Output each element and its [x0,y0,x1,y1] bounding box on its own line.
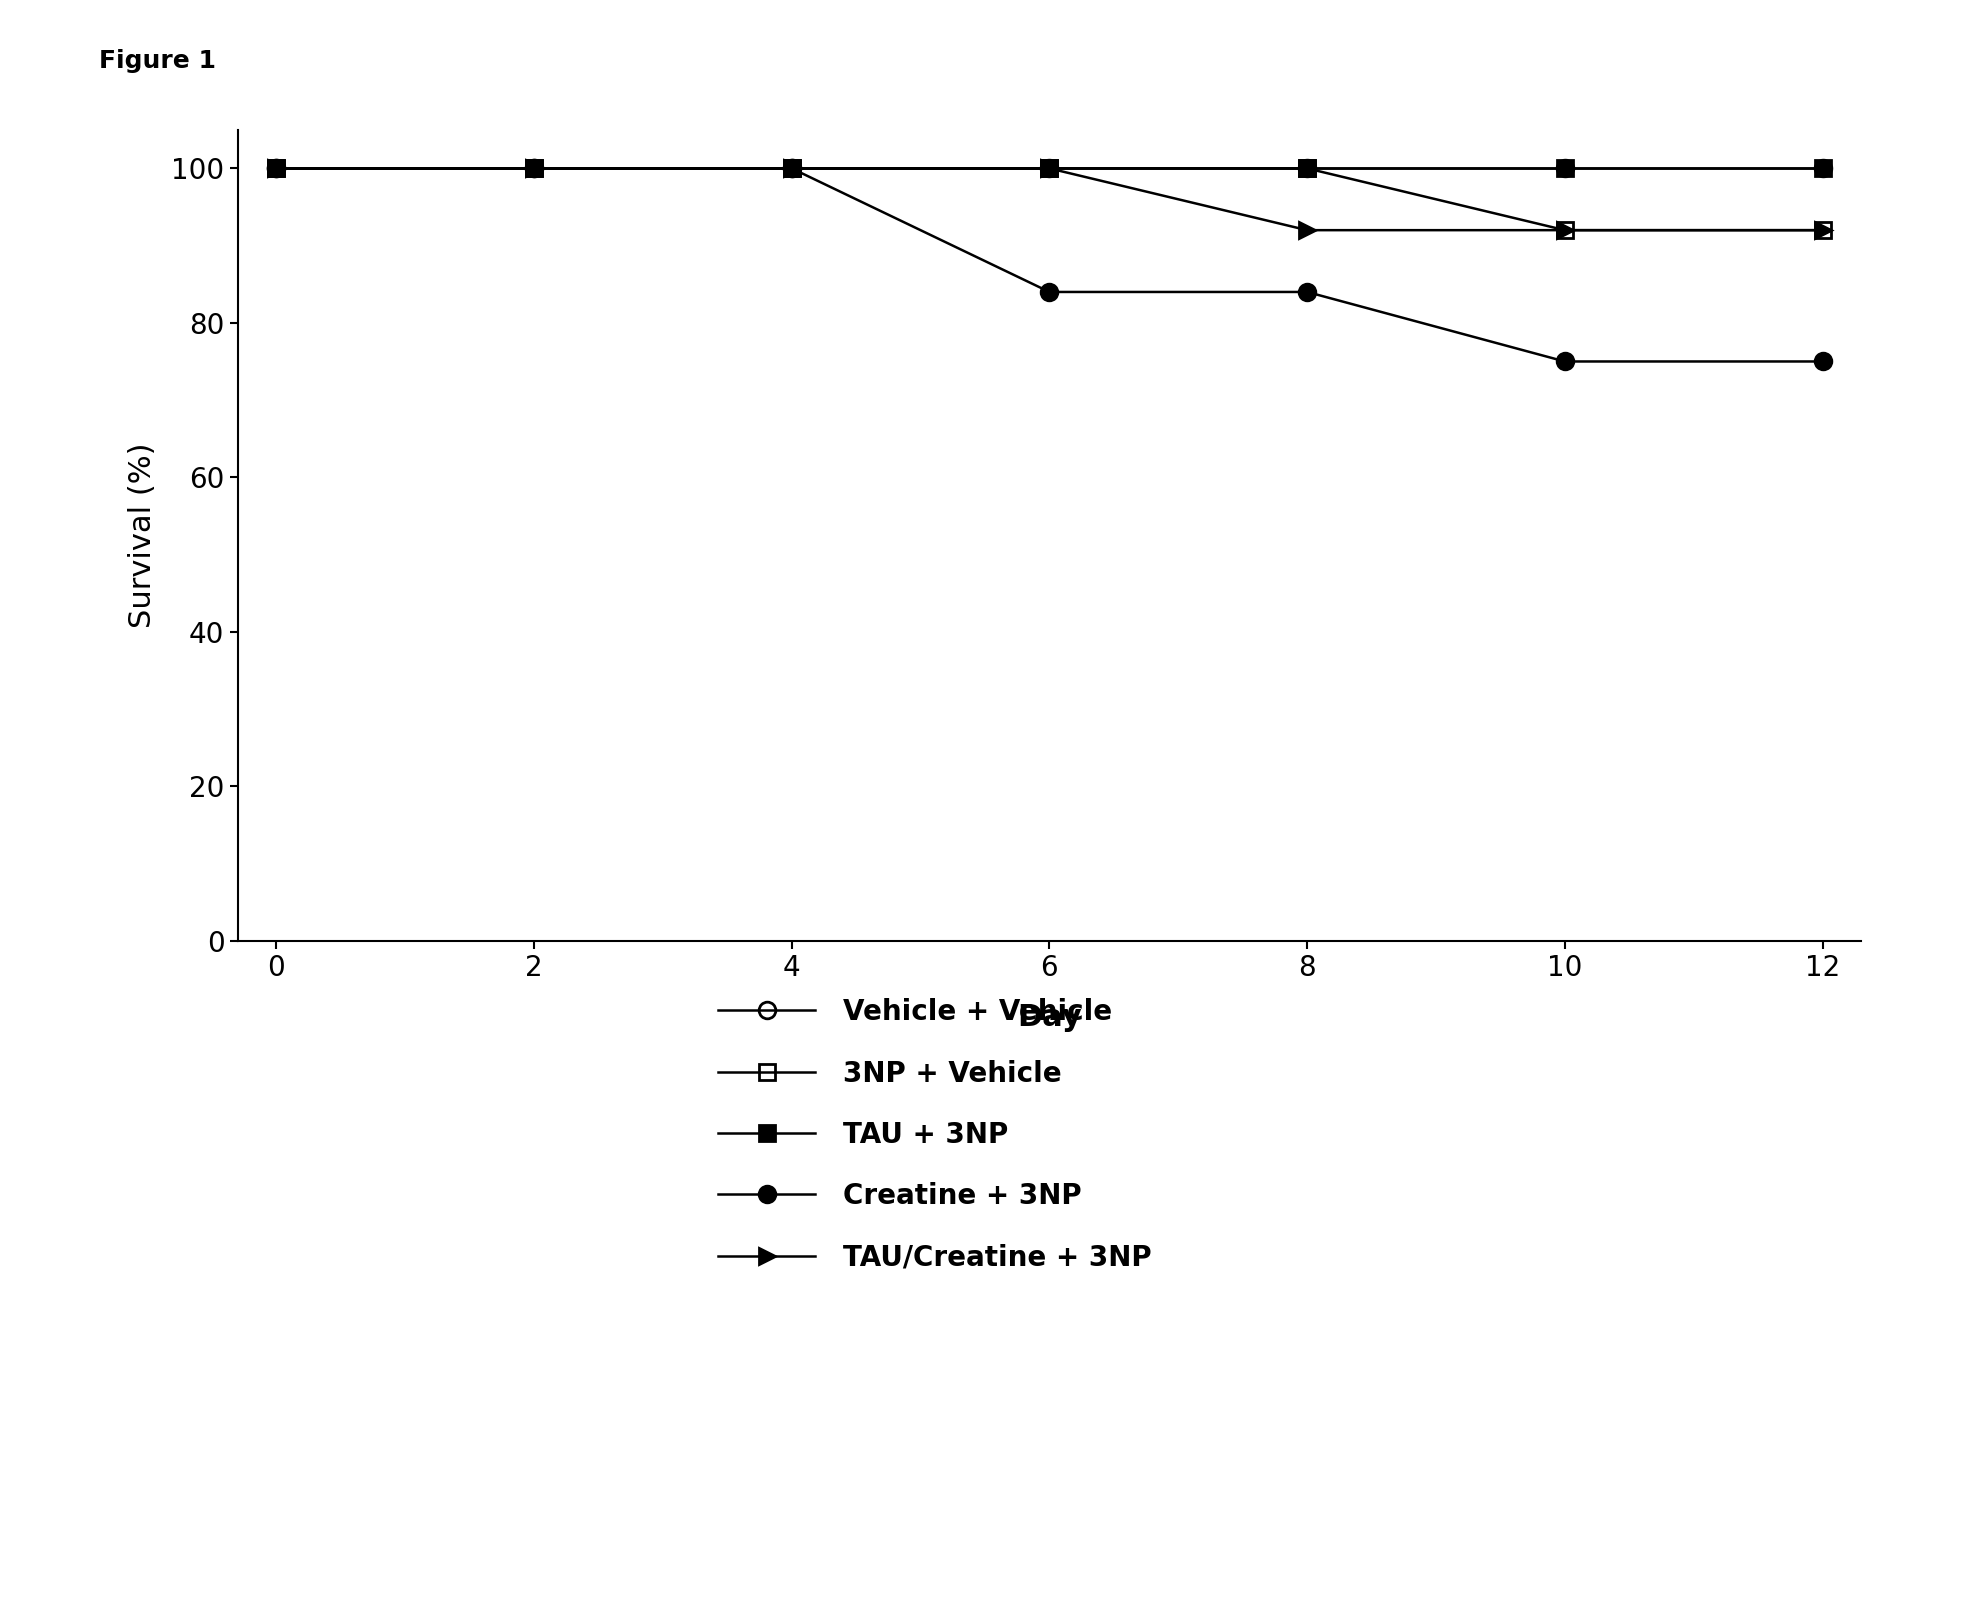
3NP + Vehicle [780,159,804,178]
Vehicle + Vehicle [523,159,546,178]
X-axis label: Day: Day [1018,1002,1081,1032]
3NP + Vehicle [1038,159,1061,178]
Y-axis label: Survival (%): Survival (%) [129,443,156,628]
Creatine + 3NP [780,159,804,178]
TAU + 3NP [1810,159,1833,178]
Vehicle + Vehicle [780,159,804,178]
3NP + Vehicle [1295,159,1319,178]
Line: Vehicle + Vehicle: Vehicle + Vehicle [267,161,1832,177]
TAU + 3NP [523,159,546,178]
Vehicle + Vehicle [1552,159,1576,178]
Vehicle + Vehicle [1038,159,1061,178]
TAU + 3NP [1038,159,1061,178]
Creatine + 3NP [265,159,289,178]
Vehicle + Vehicle [265,159,289,178]
Creatine + 3NP [1810,352,1833,371]
TAU/Creatine + 3NP [523,159,546,178]
Vehicle + Vehicle [1295,159,1319,178]
Line: TAU/Creatine + 3NP: TAU/Creatine + 3NP [267,161,1832,238]
Creatine + 3NP [1552,352,1576,371]
3NP + Vehicle [265,159,289,178]
Line: 3NP + Vehicle: 3NP + Vehicle [267,161,1832,238]
Creatine + 3NP [523,159,546,178]
TAU/Creatine + 3NP [1552,221,1576,240]
TAU + 3NP [1552,159,1576,178]
Legend: Vehicle + Vehicle, 3NP + Vehicle, TAU + 3NP, Creatine + 3NP, TAU/Creatine + 3NP: Vehicle + Vehicle, 3NP + Vehicle, TAU + … [707,988,1162,1283]
Line: Creatine + 3NP: Creatine + 3NP [267,161,1832,370]
Vehicle + Vehicle [1810,159,1833,178]
3NP + Vehicle [1810,221,1833,240]
TAU/Creatine + 3NP [1038,159,1061,178]
Text: Figure 1: Figure 1 [99,49,216,73]
TAU + 3NP [780,159,804,178]
Line: TAU + 3NP: TAU + 3NP [267,161,1832,177]
Creatine + 3NP [1038,282,1061,302]
TAU + 3NP [265,159,289,178]
Creatine + 3NP [1295,282,1319,302]
3NP + Vehicle [1552,221,1576,240]
TAU/Creatine + 3NP [780,159,804,178]
3NP + Vehicle [523,159,546,178]
TAU/Creatine + 3NP [1810,221,1833,240]
TAU/Creatine + 3NP [265,159,289,178]
TAU/Creatine + 3NP [1295,221,1319,240]
TAU + 3NP [1295,159,1319,178]
